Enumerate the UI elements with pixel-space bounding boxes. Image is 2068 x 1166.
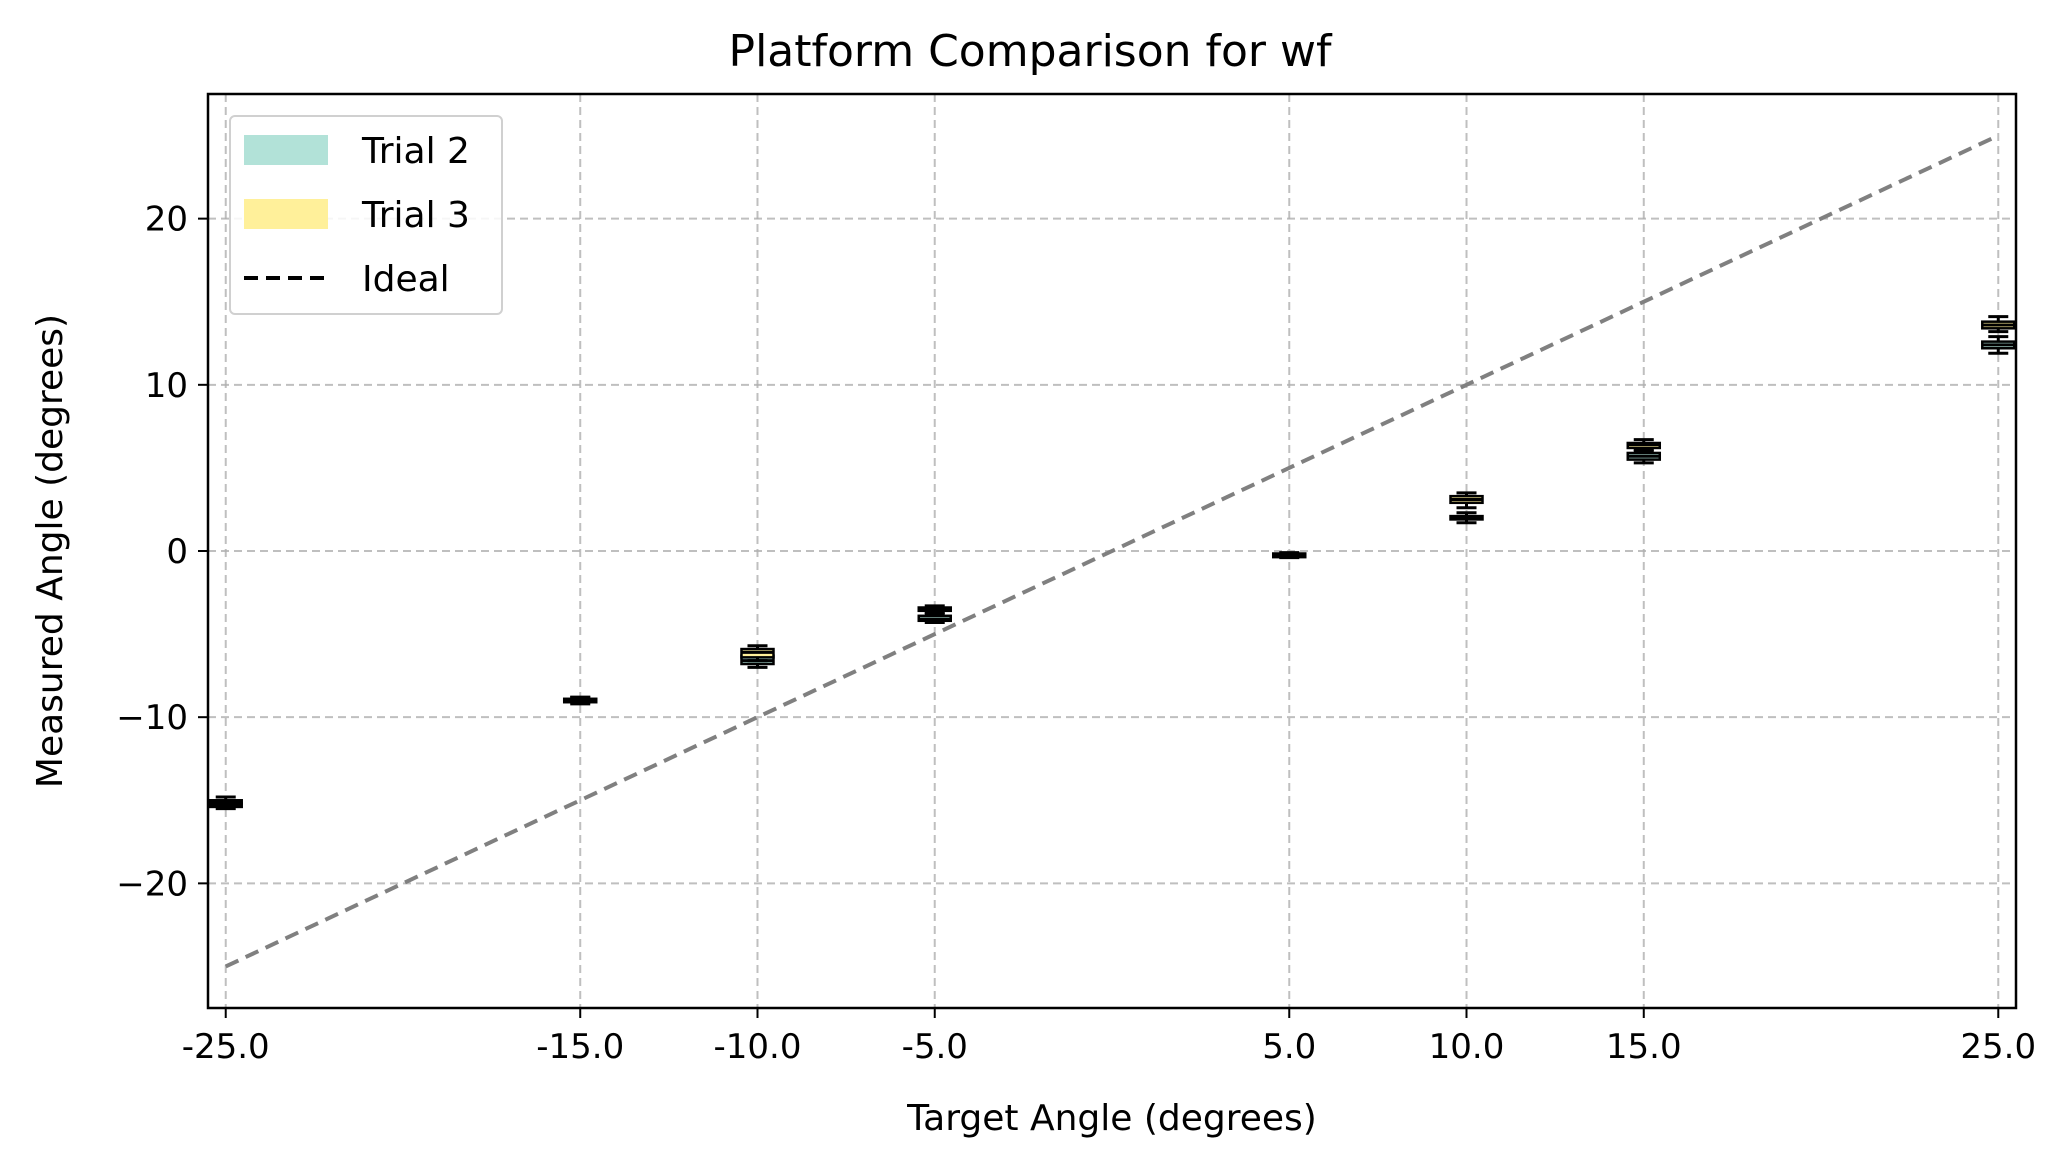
legend-item-trial-3: Trial 3 [244, 195, 470, 236]
legend-item-ideal: Ideal [244, 259, 450, 300]
x-tick-label: -25.0 [182, 1027, 270, 1067]
legend-frame [229, 115, 503, 315]
y-tick-label: 0 [166, 532, 188, 572]
x-tick-label: 5.0 [1262, 1027, 1316, 1067]
ideal-line [224, 133, 2000, 969]
y-tick-label: −10 [116, 698, 188, 738]
grid [208, 94, 2016, 1008]
legend-label: Trial 2 [361, 131, 470, 172]
y-tick-label: 10 [145, 366, 188, 406]
legend-swatch [244, 135, 328, 165]
box-plot [208, 795, 243, 807]
box-plot [740, 644, 775, 663]
x-ticks: -25.0 -15.0 -10.0 -5.0 5.0 10.0 15.0 25.0 [182, 1008, 2036, 1067]
y-tick-label: 20 [145, 200, 188, 240]
legend: Trial 2 Trial 3 Ideal [229, 115, 503, 315]
series-trial-2 [208, 335, 2016, 811]
legend-label: Ideal [362, 259, 450, 300]
box-plot [1449, 511, 1484, 525]
legend-item-trial-2: Trial 2 [244, 131, 470, 172]
legend-swatch [244, 199, 328, 229]
y-ticks: −20 −10 0 10 20 [116, 200, 208, 904]
x-tick-label: 10.0 [1429, 1027, 1505, 1067]
ideal-line-group [224, 133, 2000, 969]
box-plot [1626, 438, 1662, 453]
box-plot [1272, 551, 1307, 558]
series-trial-3 [208, 315, 2016, 807]
x-tick-label: -15.0 [536, 1027, 624, 1067]
boxes-group [208, 315, 2016, 811]
y-tick-label: −20 [116, 864, 188, 904]
box-plot [1981, 335, 2016, 355]
box-plot [1981, 315, 2016, 334]
chart-title: Platform Comparison for wf [729, 26, 1333, 77]
box-plot [1449, 491, 1484, 510]
x-axis-label: Target Angle (degrees) [906, 1098, 1317, 1139]
x-tick-label: 15.0 [1606, 1027, 1682, 1067]
x-tick-label: 25.0 [1960, 1027, 2036, 1067]
x-tick-label: -5.0 [902, 1027, 968, 1067]
box-plot [562, 695, 598, 704]
box-plot [917, 604, 952, 616]
legend-label: Trial 3 [361, 195, 470, 236]
x-tick-label: -10.0 [713, 1027, 801, 1067]
y-axis-label: Measured Angle (degrees) [30, 314, 71, 788]
